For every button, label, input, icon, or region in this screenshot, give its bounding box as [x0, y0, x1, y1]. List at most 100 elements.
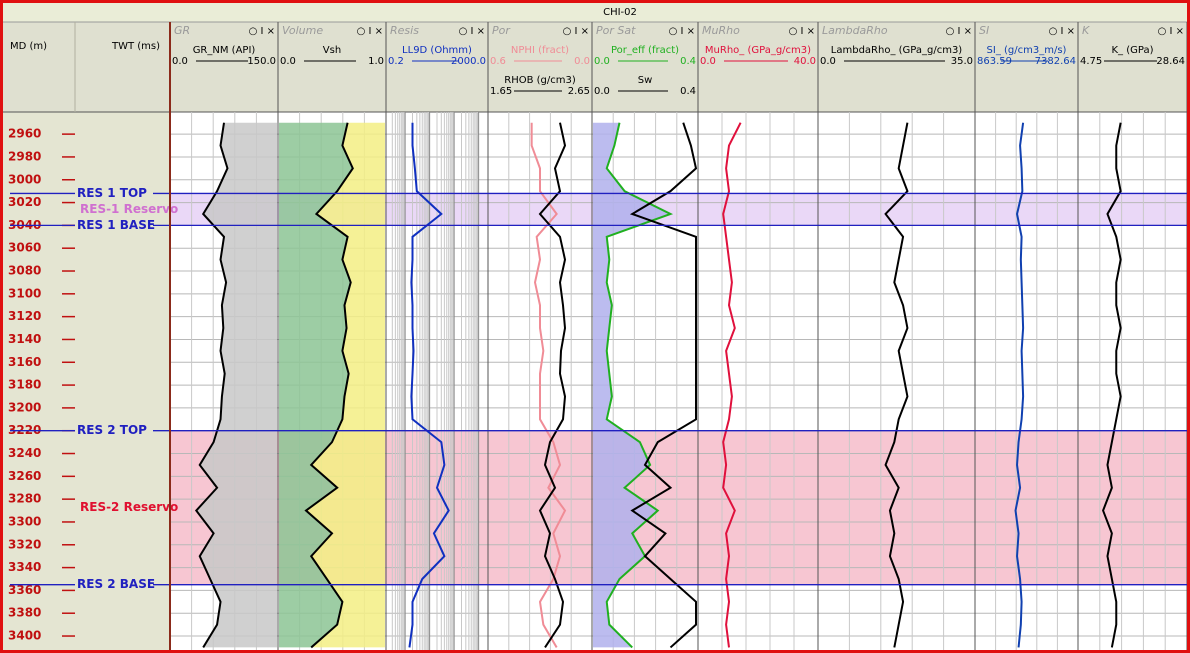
- scale-max: 7382.64: [1035, 56, 1076, 67]
- scale-min: 0.0: [594, 86, 610, 97]
- scale-min: 0.2: [388, 56, 404, 67]
- scale-max: 35.0: [951, 56, 973, 67]
- scale-max: 0.4: [680, 86, 696, 97]
- scale-min: 4.75: [1080, 56, 1102, 67]
- track-name: K: [1082, 24, 1090, 37]
- curve-fill: [196, 122, 277, 648]
- depth-tick-label: 3160: [8, 355, 41, 369]
- zone-boundary-label: RES 2 BASE: [77, 577, 155, 591]
- zone-label-bg: [75, 423, 153, 438]
- depth-tick-label: 3200: [8, 400, 41, 414]
- track-name: MuRho: [702, 24, 740, 37]
- track-controls: ○ I ×: [563, 26, 589, 37]
- depth-tick-label: 2960: [8, 127, 41, 141]
- curve: [194, 122, 229, 648]
- track-controls: ○ I ×: [1158, 26, 1184, 37]
- curve-name: NPHI (fract): [511, 45, 569, 56]
- depth-tick-label: 3140: [8, 332, 41, 346]
- curve-name: K_ (GPa): [1112, 45, 1154, 56]
- track-controls: ○ I ×: [357, 26, 383, 37]
- curve: [538, 122, 567, 648]
- scale-min: 0.0: [820, 56, 836, 67]
- depth-tick-label: 3380: [8, 606, 41, 620]
- curve: [605, 122, 674, 649]
- curve-name: GR_NM (API): [193, 45, 256, 56]
- curve: [1102, 122, 1122, 648]
- scale-max: 1.0: [368, 56, 384, 67]
- depth-tick-label: 3260: [8, 469, 41, 483]
- track-controls: ○ I ×: [789, 26, 815, 37]
- time-label: TWT (ms): [111, 41, 160, 52]
- curve: [304, 122, 354, 649]
- track-name: Volume: [282, 24, 323, 37]
- zone-label-bg: [75, 186, 153, 201]
- depth-tick-label: 3240: [8, 446, 41, 460]
- scale-min: 0.0: [280, 56, 296, 67]
- depth-tick-label: 3060: [8, 241, 41, 255]
- zone-name: RES-1 Reservo: [80, 202, 178, 216]
- depth-tick-label: 3400: [8, 629, 41, 643]
- scale-max: 28.64: [1156, 56, 1185, 67]
- curve: [629, 122, 698, 649]
- scale-min: 0.0: [594, 56, 610, 67]
- curve-name: LL9D (Ohmm): [402, 45, 472, 56]
- depth-tick-label: 3300: [8, 514, 41, 528]
- curve-name: Por_eff (fract): [611, 45, 679, 56]
- curve: [1014, 122, 1025, 648]
- curve-name: Sw: [638, 75, 653, 86]
- track-controls: ○ I ×: [946, 26, 972, 37]
- scale-max: 2000.0: [451, 56, 486, 67]
- curve-name: RHOB (g/cm3): [504, 75, 576, 86]
- header-band: [3, 22, 1187, 112]
- track-controls: ○ I ×: [1049, 26, 1075, 37]
- depth-tick-label: 3360: [8, 583, 41, 597]
- depth-tick-label: 3340: [8, 560, 41, 574]
- curve-name: MuRho_ (GPa_g/cm3): [705, 45, 811, 56]
- scale-max: 150.0: [247, 56, 276, 67]
- well-title: CHI-02: [603, 7, 637, 18]
- track-controls: ○ I ×: [459, 26, 485, 37]
- track-controls: ○ I ×: [249, 26, 275, 37]
- scale-max: 2.65: [568, 86, 590, 97]
- depth-tick-label: 3000: [8, 172, 41, 186]
- curve-fill: [279, 122, 353, 648]
- zone-boundary-label: RES 1 TOP: [77, 186, 147, 200]
- depth-tick-label: 3120: [8, 309, 41, 323]
- scale-max: 40.0: [794, 56, 816, 67]
- track-name: GR: [174, 24, 190, 37]
- depth-tick-label: 3280: [8, 492, 41, 506]
- scale-max: 0.4: [680, 56, 696, 67]
- track-name: LambdaRho: [822, 24, 888, 37]
- depth-label: MD (m): [10, 41, 47, 52]
- scale-min: 0.0: [700, 56, 716, 67]
- curve-fill: [306, 122, 385, 648]
- curve-name: Vsh: [323, 45, 341, 56]
- scale-min: 0.0: [172, 56, 188, 67]
- track-name: SI: [979, 24, 989, 37]
- track-name: Por: [492, 24, 511, 37]
- depth-tick-label: 3080: [8, 264, 41, 278]
- depth-tick-label: 3100: [8, 286, 41, 300]
- depth-tick-label: 3320: [8, 537, 41, 551]
- track-name: Por Sat: [596, 24, 636, 37]
- zone-label-bg: [75, 577, 153, 592]
- zone-label-bg: [75, 218, 153, 233]
- depth-tick-label: 3180: [8, 378, 41, 392]
- scale-min: 863.59: [977, 56, 1012, 67]
- curve-name: LambdaRho_ (GPa_g/cm3): [831, 45, 963, 56]
- zone-boundary-label: RES 2 TOP: [77, 423, 147, 437]
- track-name: Resis: [390, 24, 419, 37]
- curve: [884, 122, 909, 648]
- track-controls: ○ I ×: [669, 26, 695, 37]
- zone-boundary-label: RES 1 BASE: [77, 218, 155, 232]
- depth-tick-label: 2980: [8, 149, 41, 163]
- scale-max: 0.0: [574, 56, 590, 67]
- curve: [530, 122, 567, 648]
- title-bar: [3, 3, 1187, 22]
- scale-min: 0.6: [490, 56, 506, 67]
- depth-column: [3, 112, 170, 653]
- plot: 2960298030003020304030603080310031203140…: [8, 22, 1188, 653]
- curve-name: SI_ (g/cm3_m/s): [987, 45, 1067, 56]
